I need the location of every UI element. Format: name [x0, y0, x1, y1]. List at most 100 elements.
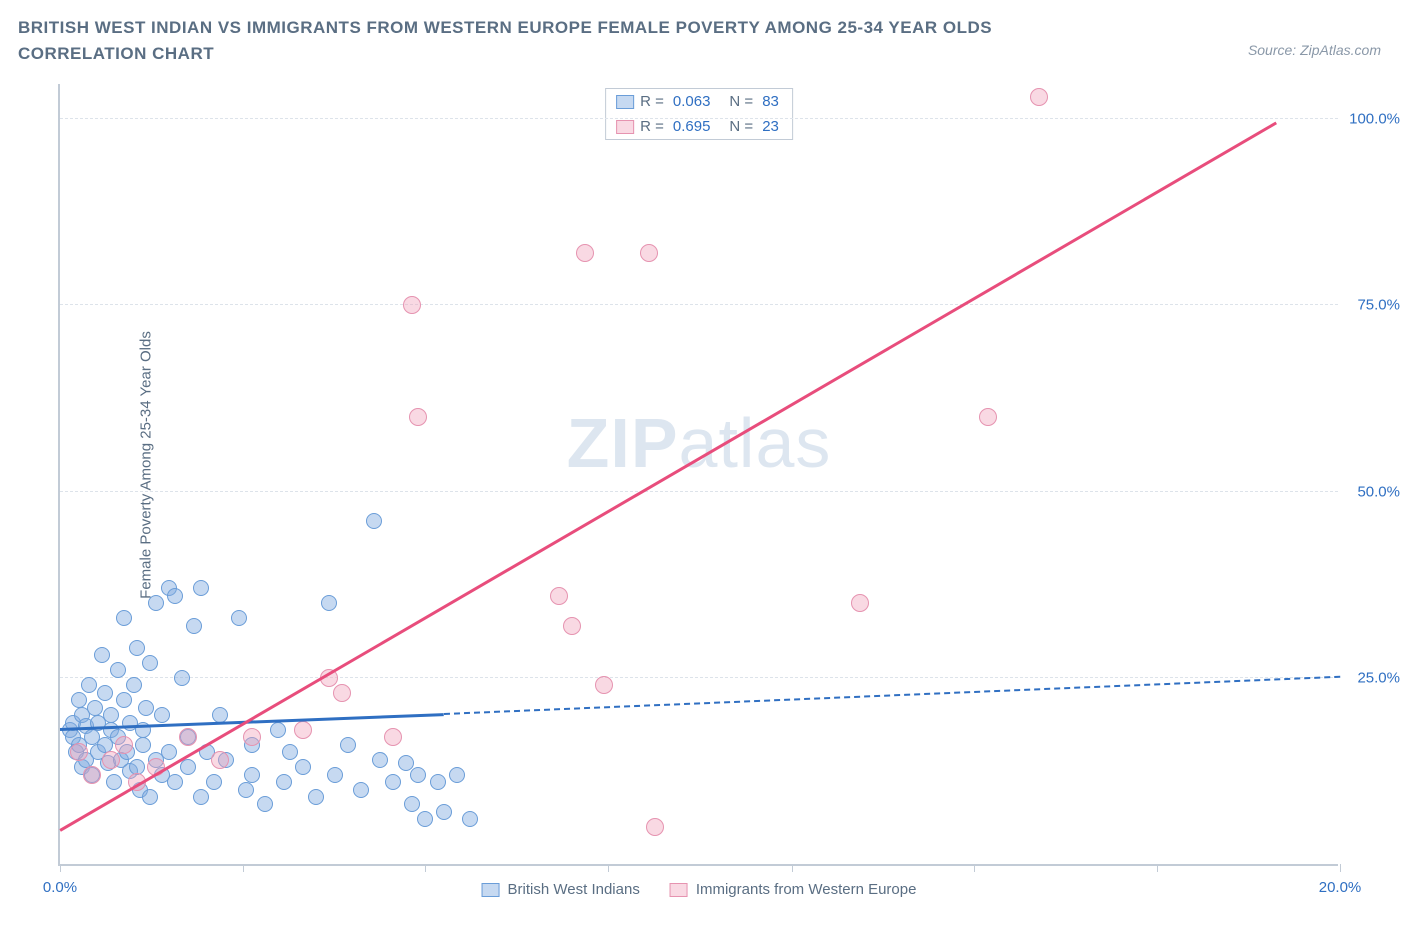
data-point — [257, 796, 273, 812]
data-point — [372, 752, 388, 768]
data-point — [116, 610, 132, 626]
data-point — [436, 804, 452, 820]
regression-line-dashed — [444, 676, 1340, 715]
data-point — [138, 700, 154, 716]
x-tick — [608, 864, 609, 872]
data-point — [186, 618, 202, 634]
gridline-h — [60, 491, 1338, 492]
data-point — [449, 767, 465, 783]
data-point — [333, 684, 351, 702]
data-point — [276, 774, 292, 790]
data-point — [385, 774, 401, 790]
x-tick — [425, 864, 426, 872]
data-point — [308, 789, 324, 805]
legend-N-label: N = — [729, 93, 753, 110]
y-tick-label: 50.0% — [1357, 483, 1400, 500]
data-point — [595, 676, 613, 694]
legend-N-value: 83 — [762, 93, 779, 110]
data-point — [979, 408, 997, 426]
legend-swatch — [616, 95, 634, 109]
data-point — [179, 728, 197, 746]
regression-line — [59, 121, 1276, 831]
data-point — [81, 677, 97, 693]
data-point — [135, 737, 151, 753]
x-tick — [60, 864, 61, 872]
x-tick — [1340, 864, 1341, 872]
data-point — [206, 774, 222, 790]
data-point — [231, 610, 247, 626]
data-point — [154, 707, 170, 723]
data-point — [211, 751, 229, 769]
legend-series-item: Immigrants from Western Europe — [670, 881, 917, 898]
data-point — [403, 296, 421, 314]
source-label: Source: ZipAtlas.com — [1248, 42, 1381, 58]
data-point — [295, 759, 311, 775]
data-point — [384, 728, 402, 746]
data-point — [243, 728, 261, 746]
data-point — [851, 594, 869, 612]
data-point — [576, 244, 594, 262]
x-tick — [792, 864, 793, 872]
data-point — [126, 677, 142, 693]
legend-R-label: R = — [640, 118, 664, 135]
legend-stats: R =0.063N =83R =0.695N =23 — [605, 88, 793, 140]
data-point — [110, 662, 126, 678]
data-point — [563, 617, 581, 635]
legend-series-name: Immigrants from Western Europe — [696, 881, 917, 898]
legend-R-value: 0.063 — [673, 93, 711, 110]
data-point — [646, 818, 664, 836]
x-tick-label: 20.0% — [1319, 879, 1362, 896]
plot-area: ZIPatlas R =0.063N =83R =0.695N =23 Brit… — [58, 84, 1338, 866]
legend-swatch — [482, 883, 500, 897]
data-point — [409, 408, 427, 426]
data-point — [180, 759, 196, 775]
legend-swatch — [616, 120, 634, 134]
data-point — [430, 774, 446, 790]
data-point — [167, 588, 183, 604]
data-point — [366, 513, 382, 529]
gridline-h — [60, 118, 1338, 119]
y-tick-label: 25.0% — [1357, 669, 1400, 686]
data-point — [94, 647, 110, 663]
data-point — [321, 595, 337, 611]
data-point — [193, 580, 209, 596]
data-point — [87, 700, 103, 716]
data-point — [238, 782, 254, 798]
gridline-h — [60, 304, 1338, 305]
data-point — [282, 744, 298, 760]
data-point — [148, 595, 164, 611]
data-point — [417, 811, 433, 827]
data-point — [294, 721, 312, 739]
data-point — [550, 587, 568, 605]
data-point — [410, 767, 426, 783]
data-point — [340, 737, 356, 753]
legend-N-value: 23 — [762, 118, 779, 135]
legend-series-item: British West Indians — [482, 881, 640, 898]
data-point — [103, 707, 119, 723]
legend-R-label: R = — [640, 93, 664, 110]
data-point — [116, 692, 132, 708]
data-point — [640, 244, 658, 262]
data-point — [270, 722, 286, 738]
y-tick-label: 100.0% — [1349, 111, 1400, 128]
data-point — [161, 744, 177, 760]
legend-R-value: 0.695 — [673, 118, 711, 135]
x-tick — [974, 864, 975, 872]
data-point — [83, 766, 101, 784]
data-point — [462, 811, 478, 827]
watermark: ZIPatlas — [567, 403, 832, 483]
data-point — [404, 796, 420, 812]
data-point — [106, 774, 122, 790]
x-tick-label: 0.0% — [43, 879, 77, 896]
data-point — [97, 685, 113, 701]
legend-stat-row: R = 0.063 N = 83 — [606, 89, 792, 114]
data-point — [174, 670, 190, 686]
legend-series: British West Indians Immigrants from West… — [482, 881, 917, 898]
data-point — [244, 767, 260, 783]
gridline-h — [60, 677, 1338, 678]
legend-swatch — [670, 883, 688, 897]
data-point — [142, 789, 158, 805]
y-tick-label: 75.0% — [1357, 297, 1400, 314]
data-point — [129, 640, 145, 656]
data-point — [142, 655, 158, 671]
